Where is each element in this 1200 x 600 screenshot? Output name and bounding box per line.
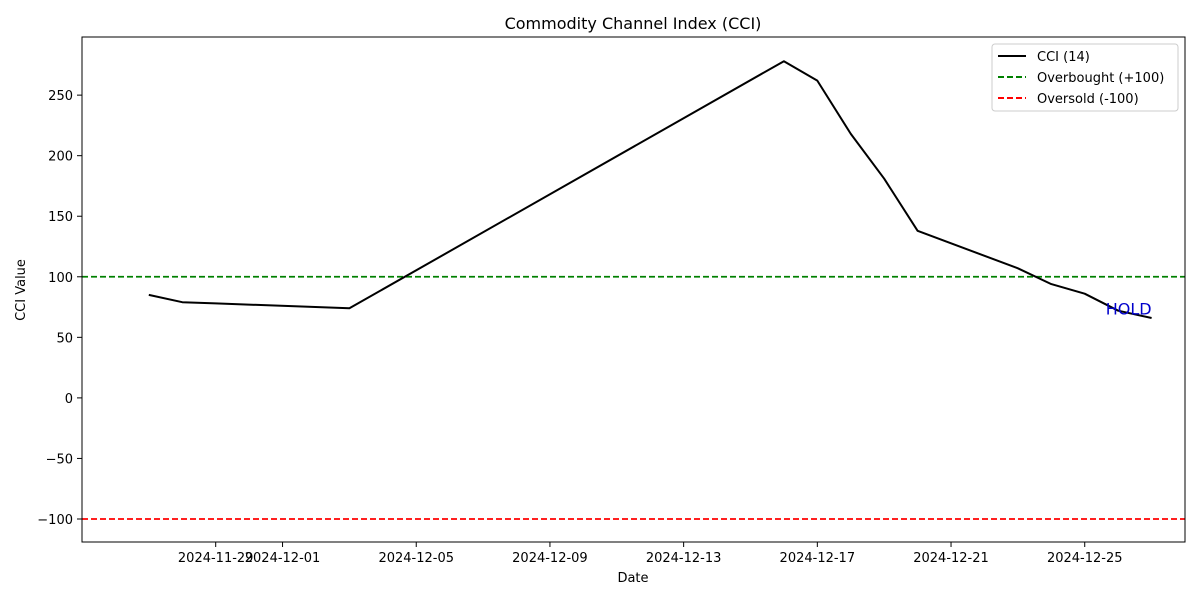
cci-line xyxy=(148,60,1152,319)
x-tick-label: 2024-12-09 xyxy=(512,551,588,566)
y-tick-label: −100 xyxy=(37,513,73,528)
y-tick-label: 200 xyxy=(48,150,73,165)
x-tick-label: 2024-12-13 xyxy=(646,551,722,566)
y-tick-label: 150 xyxy=(48,210,73,225)
plot-lines xyxy=(82,275,1185,520)
cci-series xyxy=(148,60,1152,319)
x-tick-label: 2024-12-01 xyxy=(245,551,321,566)
y-tick-label: 100 xyxy=(48,271,73,286)
y-axis-title: CCI Value xyxy=(14,259,29,321)
annotations: HOLD xyxy=(1106,299,1152,318)
x-tick-label: 2024-12-05 xyxy=(378,551,454,566)
legend-label-overbought: Overbought (+100) xyxy=(1037,71,1164,86)
x-tick-label: 2024-11-29 xyxy=(178,551,254,566)
y-tick-label: −50 xyxy=(46,452,73,467)
plot-frame xyxy=(81,36,1186,543)
x-axis-title: Date xyxy=(617,571,648,586)
x-tick-label: 2024-12-17 xyxy=(780,551,856,566)
annotation-label: HOLD xyxy=(1106,299,1152,318)
y-tick-label: 50 xyxy=(56,331,73,346)
legend-label-cci: CCI (14) xyxy=(1037,50,1090,65)
y-tick-label: 0 xyxy=(65,392,73,407)
y-axis-ticks: −100 −50 0 50 100 150 200 250 xyxy=(37,89,82,528)
legend-box xyxy=(991,43,1179,112)
legend: CCI (14) Overbought (+100) Oversold (-10… xyxy=(991,43,1179,112)
x-tick-label: 2024-12-21 xyxy=(913,551,989,566)
y-tick-label: 250 xyxy=(48,89,73,104)
chart-title: Commodity Channel Index (CCI) xyxy=(505,14,762,33)
legend-label-oversold: Oversold (-100) xyxy=(1037,92,1139,107)
x-tick-label: 2024-12-25 xyxy=(1047,551,1123,566)
